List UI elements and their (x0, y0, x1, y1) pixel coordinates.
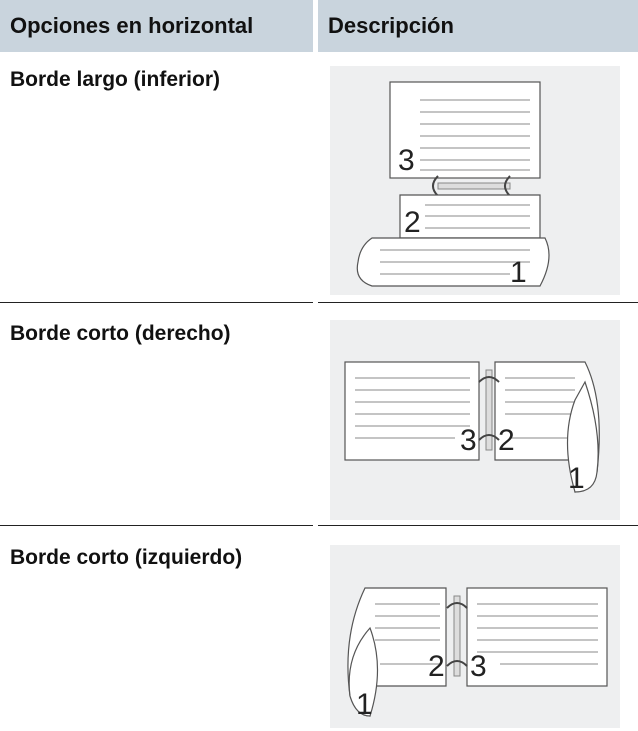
row-separator (0, 525, 313, 526)
page-number: 1 (510, 256, 527, 289)
option-label: Borde largo (inferior) (10, 68, 221, 91)
row-separator (0, 302, 313, 303)
header-cell: Descripción (318, 0, 638, 52)
page-number: 2 (404, 206, 421, 239)
page-number: 3 (470, 650, 487, 683)
page-number: 3 (460, 424, 477, 457)
page-number: 1 (356, 688, 373, 721)
figure-short-edge-left: 2 3 1 (330, 545, 620, 728)
page-number: 1 (568, 462, 585, 495)
page-number: 2 (498, 424, 515, 457)
page-number: 2 (428, 650, 445, 683)
row-separator (318, 525, 638, 526)
page-number: 3 (398, 144, 415, 177)
option-label: Borde corto (derecho) (10, 322, 231, 345)
row-separator (318, 302, 638, 303)
option-label: Borde corto (izquierdo) (10, 546, 243, 569)
header-cell: Opciones en horizontal (0, 0, 313, 52)
figure-long-edge: 3 2 1 (330, 66, 620, 295)
figure-short-edge-right: 3 2 1 (330, 320, 620, 520)
